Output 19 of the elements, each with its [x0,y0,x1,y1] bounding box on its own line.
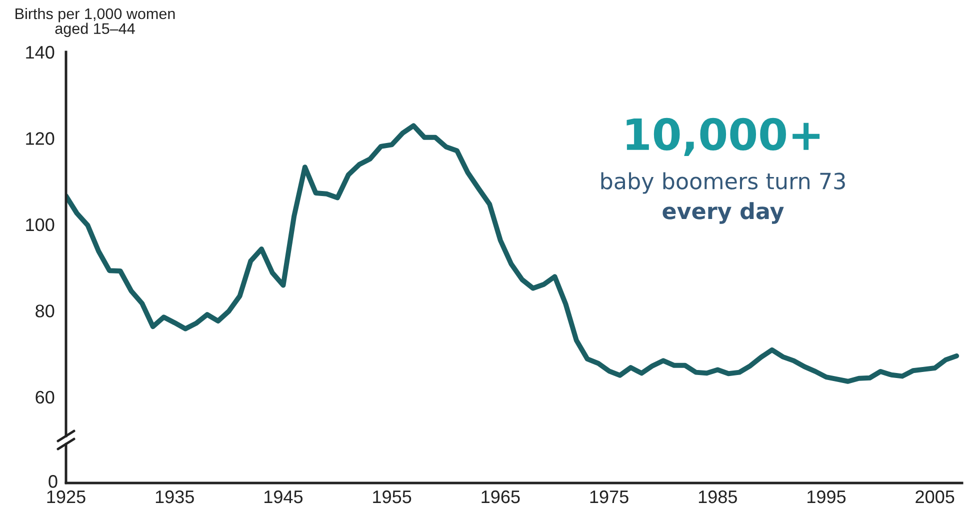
x-tick-label: 1975 [590,490,628,504]
annotation: every day [662,202,784,224]
annotation: 10,000+ [626,118,820,156]
y-tick-label: 140 [26,46,54,59]
y-tick-label: 120 [26,132,54,145]
x-tick-label: 1955 [373,490,412,504]
y-tick-label: 80 [36,304,54,318]
text: 0 [48,475,58,488]
annotation: baby boomers turn 73 [601,172,845,194]
y-tick-label: 100 [26,218,54,232]
x-tick-label: 1935 [156,490,194,504]
y-axis-title: Births per 1,000 women aged 15–44 [16,8,175,37]
y-tick-label: 60 [36,390,54,404]
x-tick-label: 1945 [264,490,303,504]
x-tick-label: 1995 [808,490,846,504]
x-tick-label: 1965 [482,490,520,504]
x-tick-label: 2005 [916,490,954,504]
x-tick-label: 1925 [47,490,86,504]
x-tick-label: 1985 [698,490,737,504]
